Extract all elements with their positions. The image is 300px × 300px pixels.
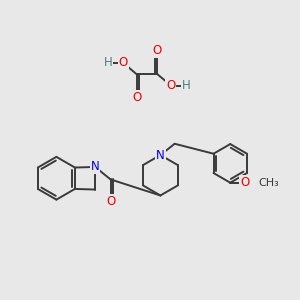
Text: O: O	[166, 79, 176, 92]
Text: N: N	[91, 160, 100, 173]
Text: O: O	[118, 56, 128, 69]
Text: H: H	[104, 56, 112, 69]
Text: O: O	[240, 176, 249, 189]
Text: H: H	[182, 79, 190, 92]
Text: O: O	[132, 91, 141, 104]
Text: O: O	[106, 195, 115, 208]
Text: CH₃: CH₃	[258, 178, 279, 188]
Text: O: O	[153, 44, 162, 57]
Text: N: N	[156, 148, 165, 162]
